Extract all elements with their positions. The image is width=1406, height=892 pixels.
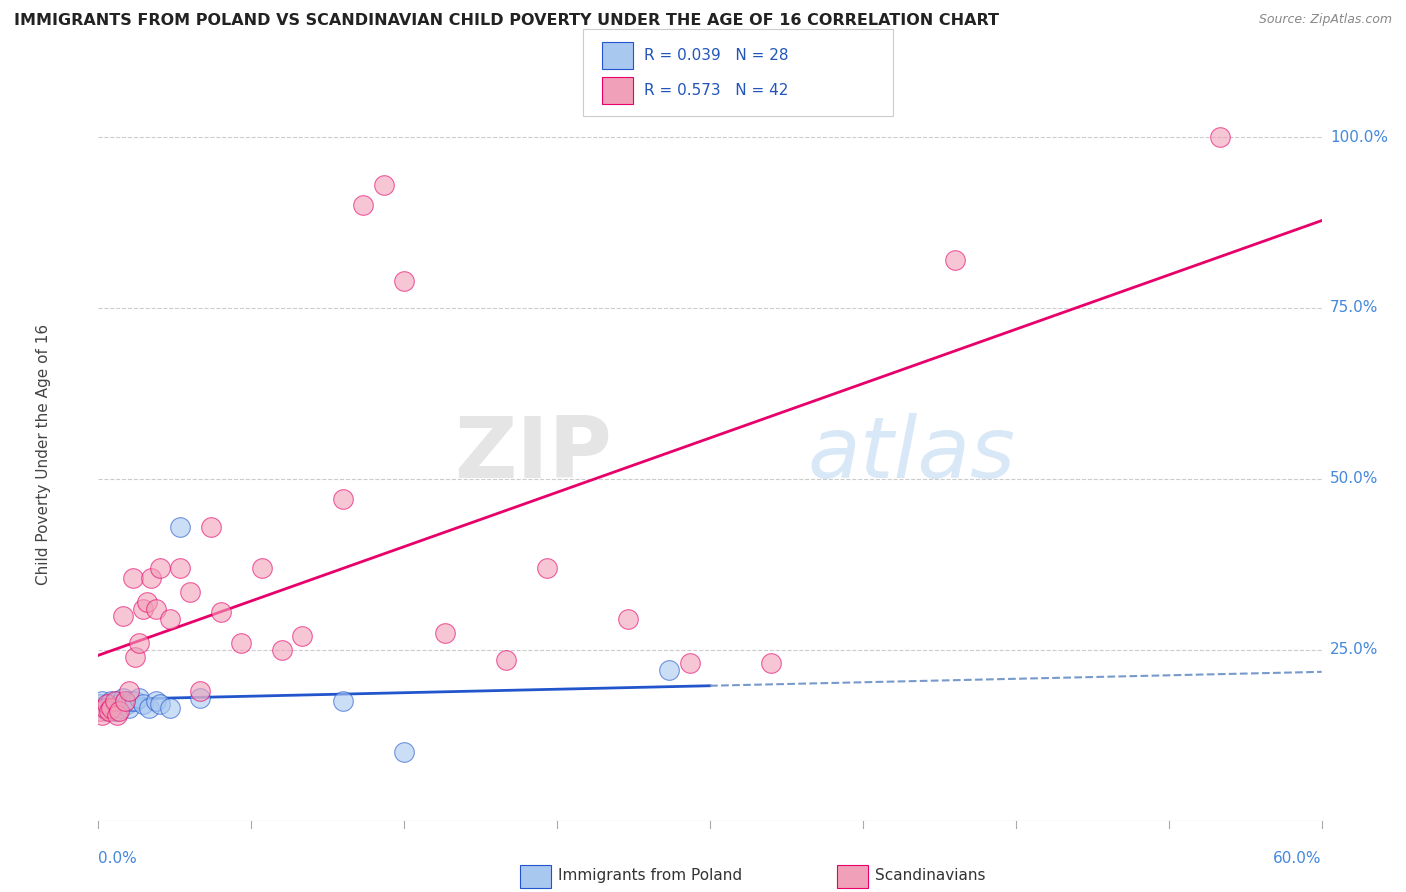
Point [373,178,395,192]
Text: Child Poverty Under the Age of 16: Child Poverty Under the Age of 16 [37,325,51,585]
Point [169,519,191,533]
Point [110,701,132,715]
Point [115,698,138,712]
Point [122,571,145,585]
Point [93,701,115,715]
Point [114,694,136,708]
Point [108,698,131,712]
Point [120,694,142,708]
Text: 60.0%: 60.0% [1274,851,1322,866]
Point [89,704,111,718]
Point [141,571,163,585]
Point [118,701,141,715]
Point [96,704,118,718]
Point [104,694,127,708]
Text: R = 0.039   N = 28: R = 0.039 N = 28 [644,48,789,63]
Point [250,560,273,574]
Text: IMMIGRANTS FROM POLAND VS SCANDINAVIAN CHILD POVERTY UNDER THE AGE OF 16 CORRELA: IMMIGRANTS FROM POLAND VS SCANDINAVIAN C… [14,13,1000,29]
Point [392,745,416,759]
Point [111,608,134,623]
Point [159,612,181,626]
Point [105,707,128,722]
Point [332,694,354,708]
Text: 50.0%: 50.0% [1330,471,1378,486]
Point [138,701,160,715]
Point [91,707,114,722]
Point [1209,130,1232,145]
Text: atlas: atlas [808,413,1017,497]
Point [679,657,702,671]
Point [101,701,124,715]
Point [495,653,517,667]
Point [159,701,181,715]
Point [536,560,558,574]
Point [352,198,374,212]
Point [114,694,136,708]
Point [392,274,416,288]
Point [200,519,222,533]
Text: 75.0%: 75.0% [1330,301,1378,316]
Point [132,601,155,615]
Point [434,625,457,640]
Point [761,657,783,671]
Text: 25.0%: 25.0% [1330,642,1378,657]
Point [96,698,118,712]
Point [124,649,146,664]
Point [943,253,966,268]
Point [105,694,128,708]
Point [97,704,120,718]
Text: ZIP: ZIP [454,413,612,497]
Point [209,605,232,619]
Point [179,584,201,599]
Point [149,698,172,712]
Point [132,698,155,712]
Point [188,683,212,698]
Point [91,694,114,708]
Point [136,595,159,609]
Point [124,694,146,708]
Point [104,704,127,718]
Point [617,612,640,626]
Text: 100.0%: 100.0% [1330,129,1388,145]
Point [270,642,294,657]
Text: Immigrants from Poland: Immigrants from Poland [558,869,742,883]
Point [128,690,150,705]
Text: Source: ZipAtlas.com: Source: ZipAtlas.com [1258,13,1392,27]
Point [231,636,253,650]
Point [100,701,122,715]
Point [145,601,167,615]
Point [97,698,120,712]
Point [128,636,150,650]
Text: R = 0.573   N = 42: R = 0.573 N = 42 [644,83,789,98]
Point [108,704,131,718]
Point [100,694,122,708]
Point [111,690,134,705]
Point [93,701,115,715]
Text: Scandinavians: Scandinavians [875,869,986,883]
Point [169,560,191,574]
Point [332,492,354,507]
Point [145,694,167,708]
Point [118,683,141,698]
Point [188,690,212,705]
Point [291,629,314,643]
Text: 0.0%: 0.0% [98,851,138,866]
Point [149,560,172,574]
Point [89,698,111,712]
Point [658,663,681,677]
